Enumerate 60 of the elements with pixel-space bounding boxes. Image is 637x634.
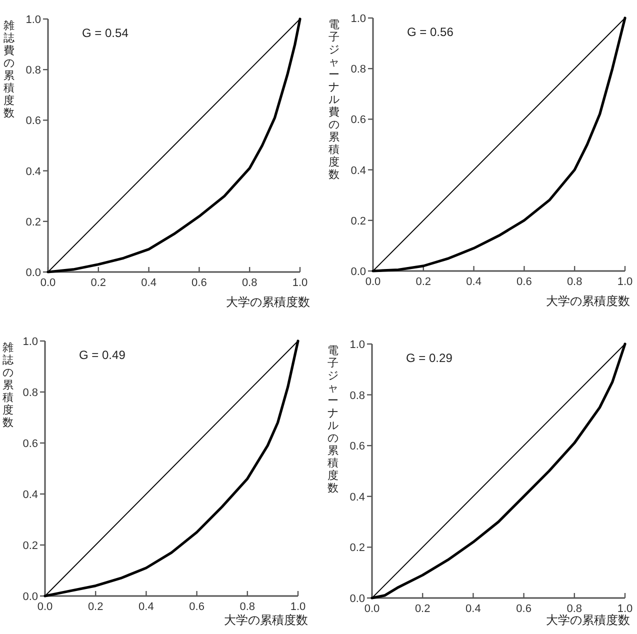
x-tick-label: 0.8 [242,277,258,289]
x-tick-label: 0.2 [90,277,106,289]
x-tick-label: 0.8 [240,601,256,613]
y-tick-label: 0.0 [26,267,41,279]
x-axis-title: 大学の累積度数 [546,613,630,627]
x-tick-label: 0.2 [88,601,104,613]
x-tick-label: 0.6 [516,276,532,288]
y-tick-label: 0.2 [22,540,38,552]
x-tick-label: 0.0 [365,276,381,288]
y-tick-label: 0.8 [350,390,365,402]
x-tick-label: 0.0 [40,277,56,289]
x-tick-label: 0.6 [516,603,532,615]
y-tick-label: 0.4 [350,491,365,504]
x-tick-label: 0.6 [189,601,204,613]
x-tick-label: 0.6 [192,277,207,289]
x-tick-label: 0.0 [37,601,53,613]
y-tick-label: 0.2 [350,542,365,554]
x-tick-label: 1.0 [292,277,308,289]
x-axis-title: 大学の累積度数 [546,294,630,308]
y-tick-label: 0.8 [350,64,366,76]
y-tick-label: 1.0 [26,14,41,26]
x-tick-label: 0.4 [141,277,156,289]
x-tick-label: 0.4 [466,603,481,615]
y-axis-title: 雑誌費の累積度数 [4,20,14,120]
y-tick-label: 0.6 [26,115,41,128]
annotation: G = 0.49 [79,348,126,362]
annotation: G = 0.56 [407,25,454,39]
x-tick-label: 0.8 [566,276,582,288]
y-tick-label: 0.0 [22,591,38,603]
y-tick-label: 0.4 [350,164,366,177]
text: 電子ジャーナル費の累積度数 [328,19,340,181]
x-tick-label: 0.2 [416,276,432,288]
y-tick-label: 0.6 [22,438,38,450]
y-tick-label: 0.4 [22,489,38,501]
text: 電子ジャーナルの累積度数 [328,345,338,494]
y-tick-label: 0.8 [26,64,41,77]
x-tick-label: 0.8 [566,603,582,615]
y-tick-label: 0.6 [350,440,365,453]
y-axis-title: 雑誌の累積度数 [2,342,14,429]
y-tick-label: 0.0 [350,266,366,278]
annotation: G = 0.29 [406,351,453,365]
x-tick-label: 0.2 [414,603,430,615]
x-tick-label: 0.4 [466,276,482,288]
y-tick-label: 1.0 [22,336,38,348]
y-tick-label: 0.0 [350,593,365,605]
annotation: G = 0.54 [82,26,129,40]
x-tick-label: 0.4 [138,601,154,613]
x-axis-title: 大学の累積度数 [226,295,310,309]
y-tick-label: 0.2 [350,215,366,228]
x-tick-label: 1.0 [617,603,633,615]
x-tick-label: 0.0 [364,603,380,615]
y-tick-label: 1.0 [350,13,366,25]
x-axis-title: 大学の累積度数 [224,613,308,627]
y-tick-label: 0.8 [22,387,38,399]
y-tick-label: 0.6 [350,114,366,126]
x-tick-label: 1.0 [617,276,633,288]
y-tick-label: 0.2 [26,216,41,228]
y-tick-label: 1.0 [350,339,365,351]
x-tick-label: 1.0 [290,601,306,613]
y-tick-label: 0.4 [26,166,41,178]
